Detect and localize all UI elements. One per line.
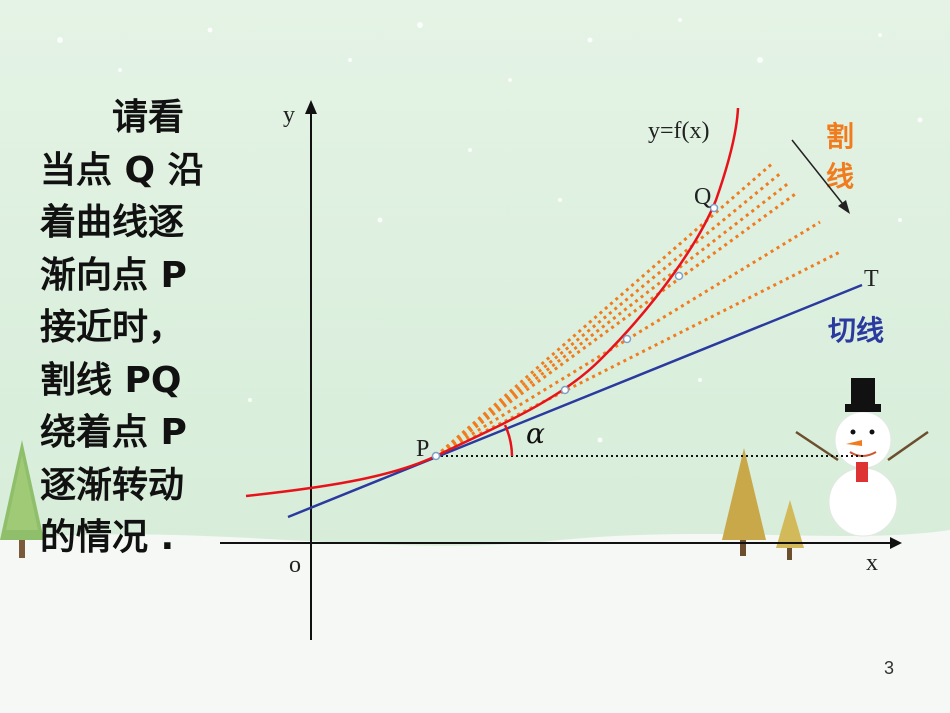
page-number: 3: [883, 658, 894, 678]
function-curve: [245, 107, 740, 498]
y-axis-arrow-icon: [305, 100, 317, 114]
paragraph-line: 绕着点 P: [40, 412, 187, 453]
tree-icon: [722, 448, 804, 560]
tangent-line: [287, 283, 863, 519]
secant-line: [435, 190, 799, 458]
curve-point-marker: [674, 271, 684, 281]
curve-point-marker: [622, 334, 632, 344]
description-paragraph: 请看 当点 Q 沿 着曲线逐 渐向点 P 接近时， 割线 PQ 绕着点 P 逐渐…: [40, 92, 240, 565]
secant-line: [435, 160, 775, 458]
point-q-label: Q: [694, 184, 711, 210]
curve-label: y=f(x): [648, 118, 710, 144]
paragraph-line: 请看: [40, 97, 185, 138]
paragraph-line: 的情况 .: [40, 517, 175, 558]
origin-label: o: [289, 552, 301, 578]
paragraph-line: 逐渐转动: [40, 464, 185, 506]
snowman-icon: [795, 378, 929, 537]
secant-line: [435, 250, 841, 458]
point-p-marker: [431, 451, 441, 461]
angle-label: α: [526, 417, 545, 450]
paragraph-line: 接近时，: [40, 307, 185, 348]
curve-point-marker: [560, 385, 570, 395]
rotation-arrow-head-icon: [838, 200, 850, 214]
paragraph-line: 着曲线逐: [40, 202, 185, 243]
paragraph-line: 割线 PQ: [40, 359, 182, 401]
tangent-end-label: T: [864, 266, 879, 292]
rotation-arrow: [791, 139, 847, 209]
angle-arc: [503, 424, 514, 457]
x-axis-arrow-icon: [890, 537, 902, 549]
tangent-label: 切线: [828, 314, 884, 347]
paragraph-line: 当点 Q 沿: [40, 149, 204, 191]
point-q-marker: [709, 203, 719, 213]
x-axis-label: x: [866, 550, 878, 576]
secant-line: [435, 170, 783, 458]
tree-icon: [0, 440, 44, 558]
paragraph-line: 渐向点 P: [40, 254, 187, 296]
y-axis-label: y: [283, 102, 295, 128]
secant-label-top: 割: [826, 120, 854, 153]
secant-line: [435, 180, 791, 458]
point-p-label: P: [416, 436, 429, 462]
